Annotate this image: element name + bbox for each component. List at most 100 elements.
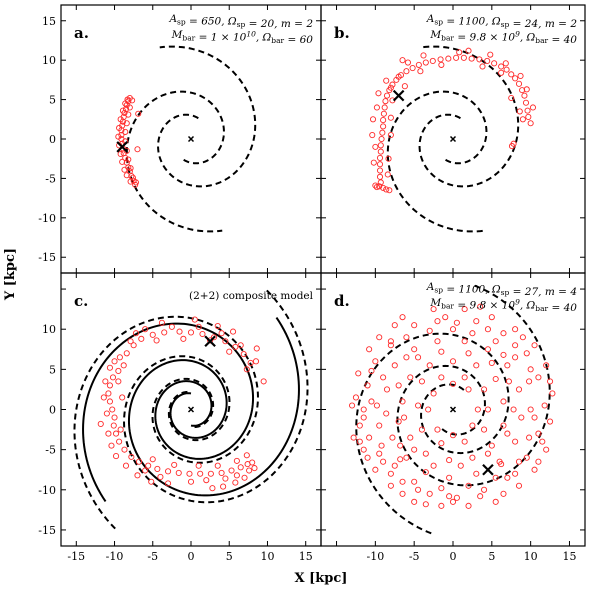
data-point: [389, 434, 396, 441]
data-point: [422, 469, 429, 476]
y-tick-label: -15: [38, 524, 56, 537]
data-point: [380, 184, 387, 191]
data-point: [488, 359, 495, 366]
data-point: [543, 446, 550, 453]
data-point: [380, 458, 387, 465]
data-point: [510, 406, 517, 413]
data-point: [473, 470, 480, 477]
data-point: [504, 430, 511, 437]
data-point: [512, 354, 519, 361]
data-point: [356, 438, 363, 445]
data-point: [526, 434, 533, 441]
data-point: [531, 342, 538, 349]
data-point: [119, 394, 126, 401]
data-point: [138, 335, 145, 342]
data-point: [484, 346, 491, 353]
data-point: [492, 375, 499, 383]
data-point: [171, 461, 178, 468]
data-point: [364, 454, 371, 461]
data-point: [380, 123, 387, 130]
data-point: [233, 457, 240, 464]
panel-label: a.: [74, 24, 89, 42]
data-point: [500, 398, 507, 405]
data-point: [145, 462, 152, 469]
data-point: [473, 318, 480, 325]
y-tick-label: 10: [42, 323, 56, 336]
x-tick-label: -10: [366, 550, 384, 563]
data-point: [512, 326, 519, 333]
data-point: [422, 59, 429, 66]
data-point: [515, 80, 523, 87]
data-point: [437, 56, 444, 63]
data-point: [461, 306, 468, 313]
y-tick-label: 5: [49, 363, 56, 376]
spiral-arm-dashed-0: [157, 45, 257, 188]
data-point: [399, 478, 406, 485]
data-point: [115, 378, 122, 385]
data-point: [391, 462, 398, 469]
data-point: [372, 182, 379, 189]
spiral-arm-dashed-1: [73, 315, 259, 532]
data-point: [523, 350, 530, 357]
data-point: [397, 442, 404, 449]
data-point: [110, 422, 117, 429]
data-point: [381, 104, 388, 111]
data-point: [469, 330, 476, 337]
data-point: [132, 179, 139, 186]
data-point: [383, 410, 390, 417]
data-point: [117, 426, 124, 433]
data-point: [134, 472, 141, 479]
data-point: [128, 453, 135, 460]
data-point: [197, 470, 204, 477]
data-point: [379, 129, 386, 136]
data-point: [376, 173, 384, 180]
data-point: [449, 326, 457, 333]
data-point: [498, 63, 505, 70]
data-point: [488, 442, 495, 449]
plot-area-d: [349, 284, 556, 535]
data-point: [512, 75, 519, 82]
data-point: [430, 462, 437, 469]
data-point: [518, 414, 525, 421]
data-point: [391, 362, 398, 369]
data-point: [529, 104, 537, 111]
data-point: [453, 319, 460, 326]
data-point: [180, 335, 187, 342]
x-axis-title: X [kpc]: [295, 571, 348, 586]
data-point: [214, 462, 221, 469]
data-point: [232, 479, 239, 486]
data-point: [487, 51, 494, 58]
data-point: [360, 414, 367, 421]
data-point: [401, 414, 408, 421]
data-point: [132, 330, 139, 337]
data-point: [373, 104, 380, 111]
data-point: [465, 482, 472, 489]
data-point: [252, 358, 260, 365]
data-point: [527, 406, 534, 413]
panel-d: -10 -5 0 5 10 15 d. Asp = 1100, Ωsp = 27, m = 4…: [320, 272, 586, 563]
data-point: [247, 359, 254, 366]
spiral-arm-solid-1: [82, 322, 255, 502]
data-point: [191, 316, 198, 323]
data-point: [389, 81, 396, 88]
data-point: [368, 367, 375, 375]
data-point: [512, 342, 519, 349]
data-point: [403, 68, 410, 75]
data-point: [129, 174, 136, 181]
data-point: [430, 306, 437, 313]
data-point: [399, 314, 406, 321]
plot-area-a: [115, 45, 257, 233]
data-point: [453, 54, 460, 61]
y-tick-label: 15: [42, 15, 56, 28]
data-point: [378, 135, 385, 143]
data-point: [355, 370, 362, 377]
data-point: [461, 374, 468, 381]
data-point: [465, 502, 472, 509]
data-point: [383, 92, 391, 99]
data-point: [241, 474, 248, 481]
data-point: [210, 334, 217, 341]
data-point: [350, 434, 357, 441]
data-point: [260, 378, 267, 385]
data-point: [457, 462, 464, 469]
data-point: [531, 466, 538, 473]
